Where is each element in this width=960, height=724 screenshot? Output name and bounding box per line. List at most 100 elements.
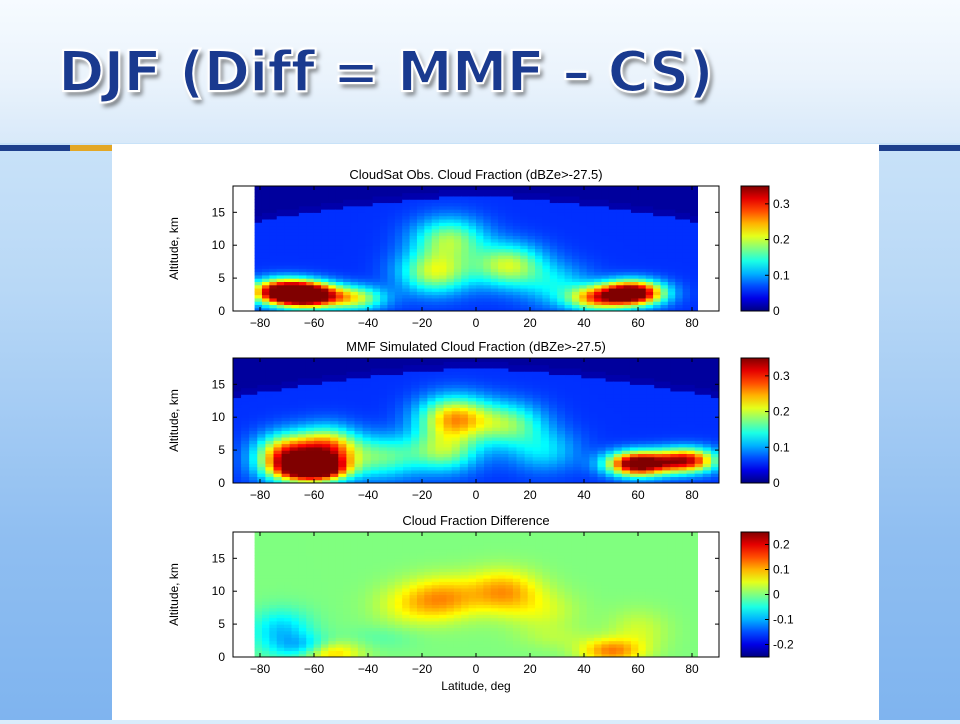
heatmap-cell — [411, 358, 420, 362]
figure-svg: CloudSat Obs. Cloud Fraction (dBZe>-27.5… — [112, 144, 879, 720]
heatmap-cell — [711, 358, 720, 362]
heatmap-cell — [380, 186, 388, 190]
heatmap-cell — [371, 358, 380, 362]
heatmap-cell — [601, 186, 609, 190]
colorbar-tick-label: 0.3 — [773, 369, 790, 383]
heatmap-cell — [469, 186, 477, 190]
y-tick-label: 10 — [212, 238, 226, 252]
colorbar-tick-label: 0.1 — [773, 440, 790, 454]
x-tick-label: −20 — [412, 488, 433, 502]
heatmap-cell — [314, 358, 323, 362]
x-tick-label: −60 — [304, 488, 325, 502]
x-tick-label: 20 — [523, 316, 537, 330]
y-tick-label: 0 — [218, 476, 225, 490]
heatmap-cell — [461, 186, 469, 190]
slide-title: DJF (Diff = MMF – CS) — [58, 40, 713, 105]
heatmap-cell — [343, 186, 351, 190]
heatmap-cell — [298, 358, 307, 362]
heatmap-cell — [653, 186, 661, 190]
heatmap-cell — [446, 186, 454, 190]
heatmap-cell — [542, 186, 550, 190]
y-tick-label: 5 — [218, 443, 225, 457]
heatmap-cell — [616, 186, 624, 190]
heatmap-cell — [292, 532, 300, 536]
heatmap-cell — [695, 358, 704, 362]
heatmap-cell — [292, 186, 300, 190]
x-axis-label: Latitude, deg — [441, 679, 510, 693]
x-tick-label: −60 — [304, 316, 325, 330]
x-tick-label: −40 — [358, 316, 379, 330]
heatmap-cell — [274, 358, 283, 362]
heatmap-cell — [321, 186, 329, 190]
heatmap-cell — [598, 358, 607, 362]
y-axis-label: Altitude, km — [167, 217, 181, 280]
heatmap-cell — [241, 358, 250, 362]
heatmap-cell — [284, 186, 292, 190]
title-rule-right — [879, 145, 960, 151]
panel-title: Cloud Fraction Difference — [402, 513, 549, 528]
heatmap-cell — [358, 186, 366, 190]
panel-mmf-simulated: MMF Simulated Cloud Fraction (dBZe>-27.5… — [167, 339, 790, 502]
heatmap-cell — [262, 532, 270, 536]
heatmap-cell — [638, 358, 647, 362]
heatmap-cell — [306, 358, 315, 362]
heatmap-cell — [379, 358, 388, 362]
colorbar-tick-label: 0 — [773, 304, 780, 318]
heatmap-cell — [336, 186, 344, 190]
heatmap-cell — [541, 358, 550, 362]
heatmap-cell — [528, 186, 536, 190]
heatmap-cell — [535, 186, 543, 190]
y-axis-label: Altitude, km — [167, 389, 181, 452]
heatmap-cell — [306, 186, 314, 190]
heatmap-cell — [444, 358, 453, 362]
panel-title: MMF Simulated Cloud Fraction (dBZe>-27.5… — [346, 339, 606, 354]
heatmap-cell — [654, 358, 663, 362]
heatmap-cell — [269, 532, 277, 536]
heatmap-cell — [452, 358, 461, 362]
colorbar-tick-label: 0 — [773, 476, 780, 490]
heatmap — [255, 186, 698, 312]
heatmap-cell — [282, 358, 291, 362]
heatmap-cell — [500, 358, 509, 362]
heatmap-cell — [355, 358, 364, 362]
heatmap-cell — [587, 186, 595, 190]
heatmap-cell — [257, 358, 266, 362]
heatmap-cell — [346, 358, 355, 362]
x-tick-label: 80 — [685, 488, 699, 502]
x-tick-label: 80 — [685, 316, 699, 330]
heatmap — [233, 358, 720, 484]
heatmap-cell — [262, 186, 270, 190]
heatmap-cell — [351, 186, 359, 190]
heatmap-cell — [249, 358, 258, 362]
figure-panel: CloudSat Obs. Cloud Fraction (dBZe>-27.5… — [112, 144, 879, 720]
x-tick-label: −40 — [358, 488, 379, 502]
heatmap-cell — [328, 186, 336, 190]
heatmap-cell — [363, 358, 372, 362]
heatmap-cell — [365, 186, 373, 190]
heatmap-cell — [646, 186, 654, 190]
heatmap-cell — [387, 358, 396, 362]
heatmap-cell — [427, 358, 436, 362]
heatmap-cell — [454, 186, 462, 190]
colorbar — [741, 358, 769, 483]
heatmap-cell — [624, 186, 632, 190]
heatmap-cell — [579, 186, 587, 190]
heatmap-cell — [460, 358, 469, 362]
x-tick-label: 60 — [631, 488, 645, 502]
heatmap-cell — [687, 358, 696, 362]
heatmap-cell — [395, 358, 404, 362]
heatmap-cell — [439, 186, 447, 190]
colorbar-tick-label: 0.2 — [773, 405, 790, 419]
heatmap-cell — [330, 358, 339, 362]
heatmap-cell — [403, 358, 412, 362]
heatmap-cell — [506, 186, 514, 190]
heatmap-cell — [476, 186, 484, 190]
colorbar-tick-label: 0.1 — [773, 268, 790, 282]
x-tick-label: 60 — [631, 316, 645, 330]
heatmap-cell — [517, 358, 526, 362]
heatmap-cell — [679, 358, 688, 362]
x-tick-label: 40 — [577, 316, 591, 330]
heatmap-cell — [417, 186, 425, 190]
heatmap — [255, 532, 698, 658]
heatmap-cell — [492, 358, 501, 362]
